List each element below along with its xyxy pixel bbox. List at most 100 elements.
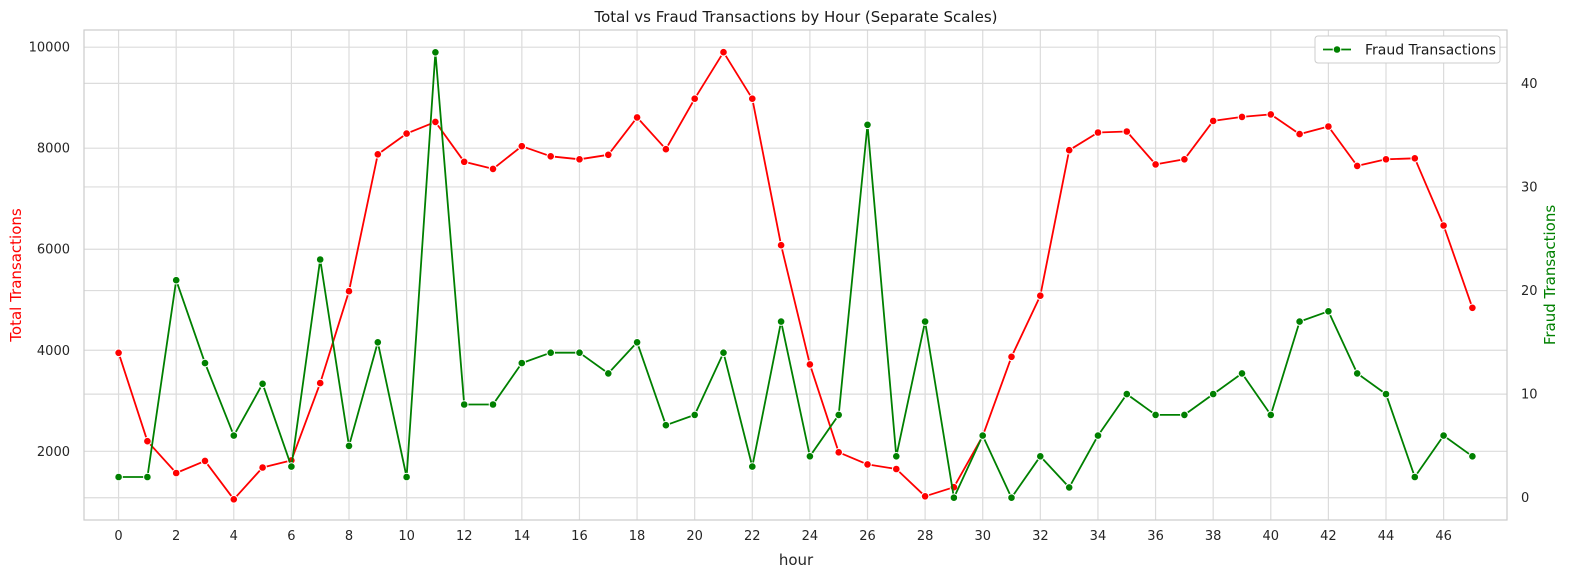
x-tick-label: 32: [1032, 529, 1049, 544]
total-transactions-point: [1007, 352, 1016, 362]
total-transactions-point: [1468, 303, 1477, 313]
fraud-transactions-point: [690, 410, 700, 420]
x-tick-label: 16: [571, 529, 588, 544]
y-right-tick-labels: 0 10 20 30 40: [1521, 77, 1538, 506]
total-transactions-point: [1324, 122, 1333, 131]
fraud-transactions-point: [1036, 452, 1045, 461]
total-transactions-point: [258, 463, 267, 472]
fraud-transactions-point: [488, 400, 498, 409]
fraud-transactions-line: [118, 51, 1473, 499]
fraud-transactions-point: [1266, 410, 1276, 420]
fraud-transactions-point: [459, 400, 469, 409]
x-tick-label: 0: [114, 529, 122, 544]
fraud-transactions-point: [661, 420, 671, 430]
total-transactions-point: [402, 129, 411, 138]
fraud-transactions-point: [1064, 483, 1074, 492]
y-left-tick-label: 8000: [37, 142, 70, 157]
fraud-transactions-point: [1324, 307, 1333, 316]
fraud-transactions-point: [143, 472, 152, 482]
fraud-transactions-point: [949, 493, 959, 503]
fraud-transactions-point: [1122, 389, 1132, 399]
legend-box: [1314, 35, 1501, 64]
x-tick-label: 14: [514, 529, 531, 544]
x-tick-label: 34: [1090, 529, 1107, 544]
total-transactions-point: [892, 464, 901, 474]
x-tick-label: 42: [1320, 529, 1337, 544]
fraud-transactions-point: [719, 348, 728, 358]
y-right-axis-title: Fraud Transactions: [1541, 205, 1559, 346]
total-transactions-point: [459, 157, 469, 167]
legend: Fraud Transactions: [1314, 35, 1501, 64]
fraud-transactions-point: [805, 452, 815, 461]
fraud-transactions-point: [315, 255, 325, 264]
x-axis-title: hour: [779, 551, 814, 569]
total-transactions-point: [661, 144, 671, 154]
fraud-transactions-point: [604, 369, 613, 378]
fraud-transactions-point: [114, 472, 123, 482]
total-transactions-point: [229, 495, 239, 504]
total-transactions-point: [748, 94, 757, 103]
fraud-transactions-point: [1093, 431, 1103, 440]
plot-frame: [83, 29, 1508, 521]
total-transactions-point: [315, 378, 325, 388]
y-left-tick-label: 6000: [37, 243, 70, 258]
fraud-transactions-point: [546, 348, 556, 358]
grid: [84, 30, 1507, 520]
y-left-tick-label: 2000: [37, 445, 70, 460]
total-transactions-point: [690, 94, 700, 103]
fraud-transactions-point: [834, 410, 844, 420]
total-transactions-point: [632, 113, 642, 122]
total-transactions-point: [200, 456, 210, 466]
total-transactions-point: [1180, 155, 1189, 164]
fraud-transactions-point: [229, 431, 239, 440]
total-transactions-point: [1122, 127, 1132, 136]
fraud-transactions-point: [1151, 410, 1160, 420]
x-tick-label: 22: [744, 529, 761, 544]
total-transactions-point: [1064, 145, 1074, 155]
fraud-transactions-point: [1439, 431, 1448, 440]
total-transactions-point: [1266, 110, 1276, 119]
fraud-transactions-point: [402, 472, 411, 482]
total-transactions-point: [805, 360, 815, 369]
fraud-transactions-point: [978, 431, 988, 440]
total-transactions-point: [431, 117, 440, 127]
x-tick-label: 26: [859, 529, 876, 544]
fraud-transactions-point: [1007, 493, 1016, 503]
total-transactions-point: [1208, 116, 1218, 126]
total-transactions-point: [1439, 221, 1448, 230]
fraud-transactions-point: [517, 358, 527, 368]
fraud-transactions-point: [171, 275, 181, 285]
total-transactions-point: [1381, 155, 1391, 164]
fraud-transactions-point: [1237, 369, 1247, 378]
x-tick-label: 36: [1147, 529, 1164, 544]
y-right-tick-label: 10: [1521, 388, 1538, 403]
y-right-tick-label: 20: [1521, 284, 1538, 299]
x-tick-label: 28: [917, 529, 934, 544]
x-tick-label: 40: [1263, 529, 1280, 544]
total-transactions-point: [488, 164, 498, 174]
total-transactions-point: [920, 492, 930, 501]
fraud-transactions-point: [431, 48, 440, 57]
fraud-transactions-point: [1352, 369, 1362, 378]
total-transactions-point: [114, 348, 123, 358]
fraud-transactions-point: [632, 338, 642, 347]
fraud-transactions-point: [344, 441, 354, 451]
x-tick-label: 18: [629, 529, 646, 544]
fraud-transactions-point: [920, 317, 930, 326]
fraud-transactions-point: [892, 452, 901, 461]
y-right-tick-label: 40: [1521, 77, 1538, 92]
total-transactions-point: [143, 436, 152, 446]
y-left-tick-labels: 2000 4000 6000 8000 10000: [29, 41, 70, 460]
total-transactions-point: [776, 240, 786, 250]
fraud-transactions-point: [373, 338, 383, 347]
total-transactions-point: [517, 141, 527, 151]
legend-marker: [1332, 45, 1342, 54]
fraud-transactions-point: [776, 317, 786, 326]
x-tick-label: 6: [287, 529, 295, 544]
y-right-tick-label: 30: [1521, 180, 1538, 195]
fraud-transactions-point: [287, 462, 296, 471]
y-left-axis-title: Total Transactions: [7, 208, 25, 343]
fraud-transactions-point: [1381, 389, 1391, 399]
total-transactions-point: [1295, 129, 1304, 139]
